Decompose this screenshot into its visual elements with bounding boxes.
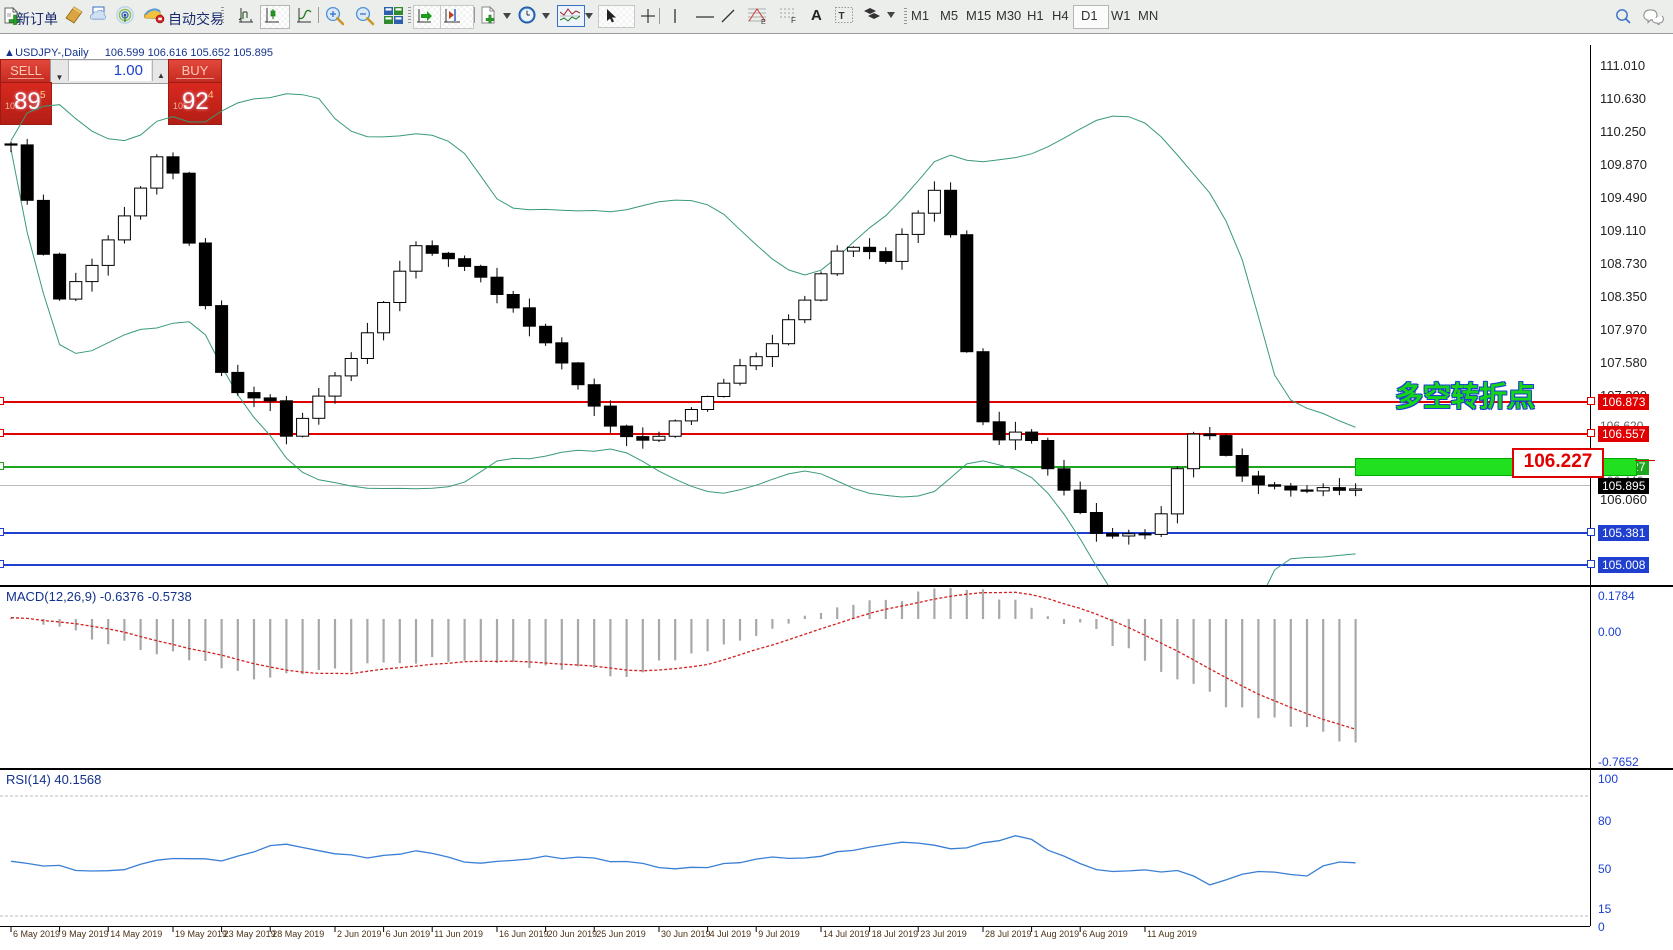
svg-text:F: F <box>791 16 796 24</box>
svg-text:T: T <box>839 11 845 22</box>
svg-text:E: E <box>761 19 766 25</box>
